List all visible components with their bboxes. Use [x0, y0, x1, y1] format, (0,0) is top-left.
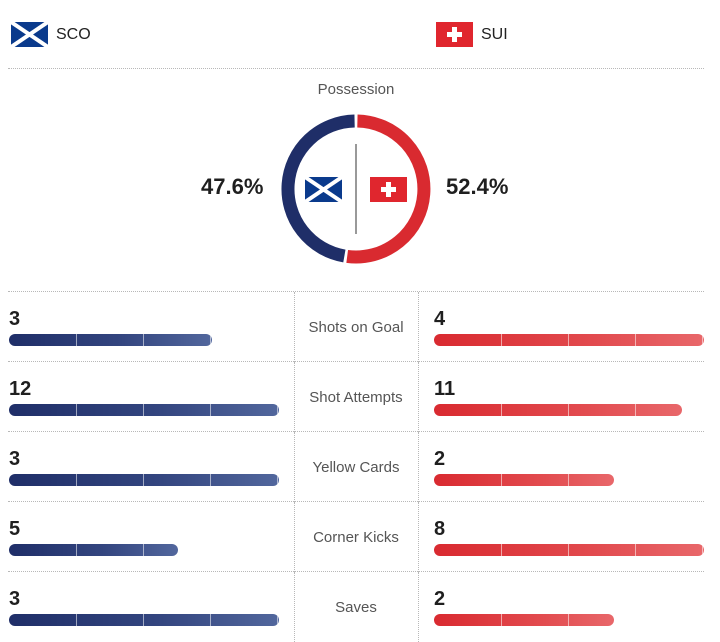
column-divider	[418, 292, 419, 362]
away-stat-value: 2	[434, 588, 446, 610]
home-stat-value: 5	[9, 518, 21, 540]
away-possession-value: 52.4%	[446, 174, 509, 199]
home-possession-arc	[281, 114, 355, 263]
away-stat-bar	[434, 544, 704, 556]
stat-row: 3 2 Saves	[8, 571, 704, 642]
away-possession-arc	[346, 114, 431, 264]
away-stat-value: 11	[434, 378, 456, 400]
scotland-flag-icon	[303, 175, 344, 204]
stat-row: 12 11 Shot Attempts	[8, 361, 704, 432]
scotland-flag-icon	[11, 22, 48, 47]
column-divider	[294, 572, 295, 642]
column-divider	[418, 432, 419, 502]
away-team[interactable]: SUI	[436, 22, 508, 47]
stat-label: Corner Kicks	[313, 528, 399, 546]
away-stat-value: 8	[434, 518, 446, 540]
column-divider	[418, 362, 419, 432]
switzerland-flag-icon	[370, 177, 407, 202]
stat-row: 5 8 Corner Kicks	[8, 501, 704, 572]
stat-label: Shot Attempts	[309, 388, 403, 406]
home-possession-value: 47.6%	[201, 174, 264, 199]
home-stat-value: 3	[9, 308, 21, 330]
team-header: SCO SUI	[8, 0, 704, 69]
column-divider	[294, 432, 295, 502]
away-stat-bar	[434, 334, 704, 346]
away-stat-value: 4	[434, 308, 446, 330]
home-stat-value: 3	[9, 588, 21, 610]
home-stat-bar	[9, 474, 279, 486]
stat-label: Yellow Cards	[312, 458, 400, 476]
stat-label: Shots on Goal	[308, 318, 404, 336]
column-divider	[294, 362, 295, 432]
home-stat-value: 12	[9, 378, 32, 400]
column-divider	[294, 292, 295, 362]
stat-row: 3 4 Shots on Goal	[8, 291, 704, 362]
possession-title: Possession	[317, 81, 395, 98]
column-divider	[294, 502, 295, 572]
home-stat-value: 3	[9, 448, 21, 470]
stat-row: 3 2 Yellow Cards	[8, 431, 704, 502]
possession-donut	[281, 114, 431, 264]
stat-label: Saves	[335, 598, 377, 616]
home-stat-bar	[9, 404, 279, 416]
switzerland-flag-icon	[436, 22, 473, 47]
away-stat-bar	[434, 404, 682, 416]
home-team-abbr: SCO	[56, 25, 91, 43]
home-stat-bar	[9, 334, 212, 346]
away-stat-value: 2	[434, 448, 446, 470]
column-divider	[418, 502, 419, 572]
home-stat-bar	[9, 544, 178, 556]
away-team-abbr: SUI	[481, 25, 508, 43]
home-stat-bar	[9, 614, 279, 626]
home-team[interactable]: SCO	[11, 22, 91, 47]
away-stat-bar	[434, 614, 614, 626]
column-divider	[418, 572, 419, 642]
away-stat-bar	[434, 474, 614, 486]
